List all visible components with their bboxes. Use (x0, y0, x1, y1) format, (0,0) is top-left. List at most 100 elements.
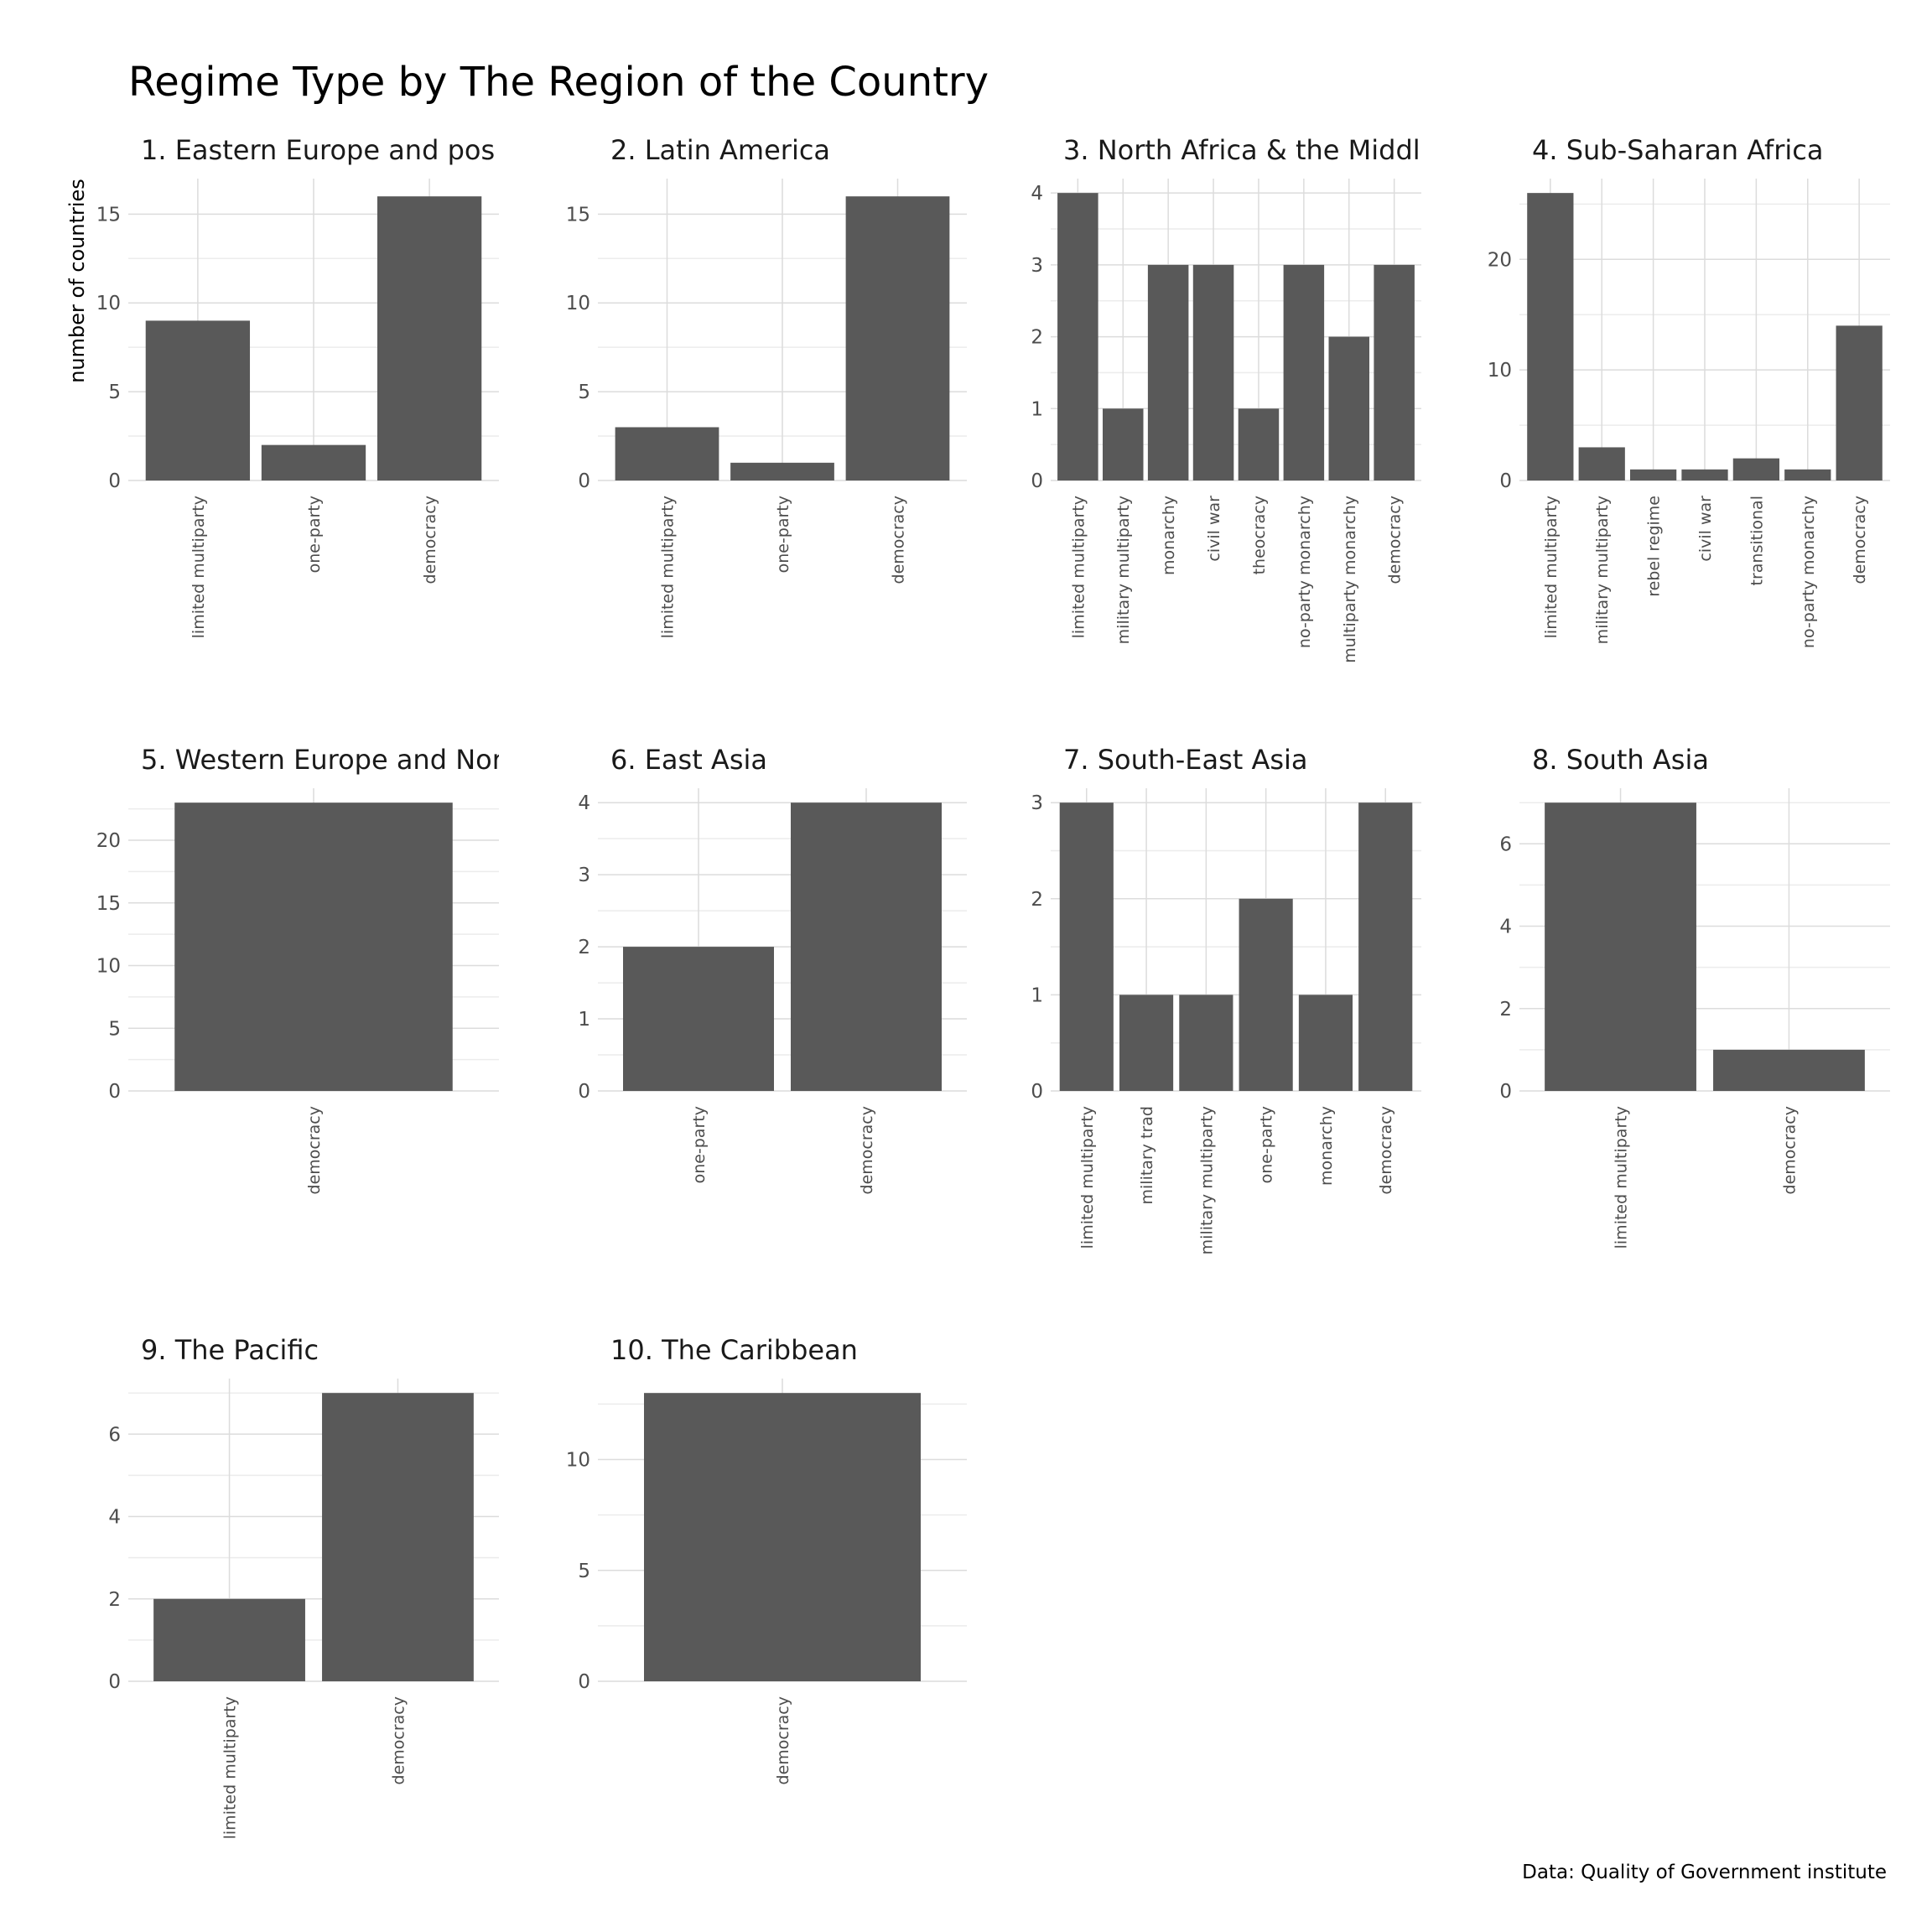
y-tick-label: 3 (578, 865, 590, 886)
y-tick-label: 2 (1031, 889, 1043, 911)
y-tick-label: 0 (1031, 1081, 1043, 1103)
bar-no-party-monarchy (1784, 469, 1831, 480)
panel-title: 1. Eastern Europe and pos (141, 134, 495, 166)
y-tick-label: 0 (578, 470, 590, 492)
x-tick-label: limited multiparty (1542, 496, 1561, 638)
y-tick-label: 1 (1031, 398, 1043, 420)
panel-title: 2. Latin America (610, 134, 830, 166)
bar-limited-multiparty (1057, 193, 1098, 480)
x-tick-label: military multiparty (1114, 496, 1133, 644)
y-tick-label: 0 (108, 1081, 121, 1103)
bar-monarchy (1298, 995, 1353, 1091)
y-tick-label: 10 (1488, 360, 1512, 382)
bar-theocracy (1238, 408, 1280, 480)
facet-panel-1: 1. Eastern Europe and pos 0 5 10 15 limited m… (96, 134, 499, 638)
bar-multiparty-monarchy (1328, 336, 1370, 480)
x-tick-label: limited multiparty (1069, 496, 1088, 638)
bar-military-multiparty (1578, 447, 1625, 480)
x-tick-label: one-party (1258, 1106, 1276, 1183)
y-tick-label: 5 (578, 1561, 590, 1582)
x-tick-label: civil war (1205, 496, 1223, 562)
y-tick-label: 10 (96, 293, 121, 314)
bar-limited-multiparty (1545, 802, 1696, 1091)
y-tick-label: 2 (108, 1589, 121, 1611)
facet-panel-2: 2. Latin America 0 5 10 15 limited multiparty… (566, 134, 967, 638)
bar-one-party (261, 444, 366, 480)
x-tick-label: no-party monarchy (1800, 496, 1818, 648)
bar-democracy (174, 802, 453, 1091)
chart-caption: Data: Quality of Government institute (1522, 1862, 1887, 1883)
x-tick-label: military multiparty (1593, 496, 1612, 644)
facet-panel-6: 6. East Asia 0 1 2 3 4 one-party democracy (578, 744, 967, 1194)
bar-democracy (1713, 1049, 1865, 1091)
bar-limited-multiparty (1527, 193, 1574, 480)
x-tick-label: theocracy (1250, 496, 1269, 574)
x-tick-label: limited multiparty (1613, 1106, 1631, 1249)
x-tick-label: democracy (305, 1106, 324, 1194)
y-tick-label: 4 (1031, 183, 1043, 205)
x-tick-label: democracy (1780, 1106, 1799, 1194)
x-tick-label: multiparty monarchy (1341, 496, 1359, 663)
y-tick-label: 15 (566, 204, 590, 226)
bar-military-multiparty (1102, 408, 1144, 480)
y-tick-label: 2 (1031, 327, 1043, 349)
bar-monarchy (1147, 264, 1189, 480)
bar-democracy (791, 802, 942, 1091)
panel-title: 7. South-East Asia (1063, 744, 1308, 776)
x-tick-label: limited multiparty (659, 496, 678, 638)
bar-military-multiparty (1179, 995, 1233, 1091)
y-tick-label: 0 (1499, 1081, 1512, 1103)
x-tick-label: democracy (858, 1106, 876, 1194)
facet-panel-7: 7. South-East Asia 0 1 2 3 limited multiparty… (1031, 744, 1421, 1254)
panel-title: 3. North Africa & the Middl (1063, 134, 1420, 166)
x-tick-label: one-party (774, 496, 792, 573)
facet-panel-8: 8. South Asia 0 2 4 6 limited multiparty democ… (1499, 744, 1890, 1249)
bar-limited-multiparty (153, 1598, 305, 1681)
y-tick-label: 15 (96, 893, 121, 915)
facet-panel-9: 9. The Pacific 0 2 4 6 limited multiparty demo… (108, 1334, 499, 1839)
x-tick-label: civil war (1696, 496, 1715, 562)
x-tick-label: democracy (389, 1696, 408, 1784)
x-tick-label: military multiparty (1197, 1106, 1216, 1254)
bar-one-party (730, 462, 834, 480)
y-tick-label: 5 (578, 382, 590, 403)
bar-democracy (322, 1393, 474, 1681)
x-tick-label: limited multiparty (1078, 1106, 1097, 1249)
bar-rebel-regime (1629, 469, 1677, 480)
y-tick-label: 1 (1031, 984, 1043, 1006)
panel-title: 10. The Caribbean (610, 1334, 858, 1366)
x-tick-label: transitional (1748, 496, 1766, 585)
y-tick-label: 5 (108, 382, 121, 403)
x-tick-label: one-party (305, 496, 324, 573)
x-tick-label: limited multiparty (190, 496, 208, 638)
y-tick-label: 4 (1499, 917, 1512, 938)
panel-title: 4. Sub-Saharan Africa (1532, 134, 1823, 166)
panel-title: 9. The Pacific (141, 1334, 319, 1366)
panel-title: 5. Western Europe and Nor (141, 744, 504, 776)
y-tick-label: 0 (1031, 470, 1043, 492)
x-tick-label: no-party monarchy (1296, 496, 1314, 648)
bar-transitional (1732, 458, 1780, 480)
bar-democracy (1836, 325, 1883, 480)
facet-panel-5: 5. Western Europe and Nor 0 5 10 15 20 democra… (96, 744, 504, 1194)
y-tick-label: 4 (578, 792, 590, 814)
y-tick-label: 3 (1031, 255, 1043, 277)
bar-civil-war (1192, 264, 1234, 480)
x-tick-label: democracy (1386, 496, 1405, 584)
y-tick-label: 0 (108, 470, 121, 492)
y-tick-label: 0 (578, 1671, 590, 1693)
y-tick-label: 10 (96, 956, 121, 978)
y-tick-label: 6 (1499, 834, 1512, 855)
bar-one-party (1239, 898, 1293, 1091)
x-tick-label: democracy (774, 1696, 792, 1784)
y-tick-label: 0 (578, 1081, 590, 1103)
bar-democracy (845, 196, 950, 481)
bar-limited-multiparty (1059, 802, 1114, 1091)
y-tick-label: 0 (1499, 470, 1512, 492)
x-tick-label: monarchy (1317, 1106, 1336, 1186)
x-tick-label: democracy (1851, 496, 1869, 584)
bar-democracy (644, 1393, 921, 1681)
x-tick-label: rebel regime (1645, 496, 1664, 597)
y-tick-label: 20 (1488, 249, 1512, 271)
